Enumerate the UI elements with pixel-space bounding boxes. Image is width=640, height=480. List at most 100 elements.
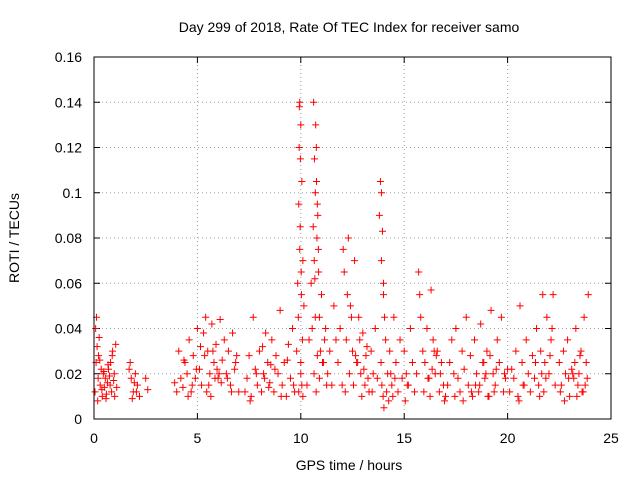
data-point [557, 381, 565, 389]
data-point [408, 358, 416, 366]
data-point [493, 336, 501, 344]
data-point [253, 381, 261, 389]
data-point [336, 325, 344, 332]
data-point [575, 370, 583, 378]
data-point [290, 381, 298, 389]
data-point [491, 381, 499, 389]
data-point [222, 370, 230, 378]
data-point [522, 336, 530, 344]
data-point [267, 361, 275, 369]
data-point [456, 388, 464, 396]
data-point [261, 374, 269, 382]
data-point [446, 358, 454, 366]
data-point [392, 358, 400, 366]
data-point [108, 388, 116, 396]
data-point [317, 291, 325, 299]
data-point [310, 370, 318, 378]
data-point [492, 365, 500, 373]
data-point [442, 392, 450, 400]
data-point [577, 347, 585, 355]
data-point [383, 388, 391, 396]
data-point [360, 365, 368, 373]
data-point [419, 347, 427, 355]
data-point [560, 397, 568, 405]
data-point [102, 395, 110, 403]
data-point [108, 352, 116, 360]
data-point [206, 370, 214, 378]
data-point [184, 392, 192, 400]
data-point [311, 275, 319, 283]
data-point [376, 177, 384, 185]
data-point [368, 388, 376, 396]
data-point [540, 388, 548, 396]
data-point [226, 381, 234, 389]
data-point [128, 395, 136, 403]
data-point [127, 374, 135, 382]
x-tick-labels: 0 5 10 15 20 25 [90, 430, 619, 446]
data-point [319, 358, 327, 366]
data-point [310, 155, 318, 163]
data-point [316, 347, 324, 355]
data-point [296, 223, 304, 231]
data-point [295, 144, 303, 151]
data-point [233, 352, 241, 360]
data-point [313, 352, 321, 360]
data-point [110, 370, 118, 378]
data-point [343, 291, 351, 299]
data-point [452, 325, 460, 332]
data-point [490, 388, 498, 396]
y-tick-label: 0.08 [55, 230, 82, 246]
data-point [247, 392, 255, 400]
data-point [96, 381, 104, 389]
data-point [266, 379, 274, 387]
data-point [258, 388, 266, 396]
data-point [545, 370, 553, 378]
data-point [420, 388, 428, 396]
data-point [303, 381, 311, 389]
data-point [358, 392, 366, 400]
data-point [297, 291, 305, 299]
data-point [583, 374, 591, 382]
data-point [321, 336, 329, 344]
data-point [500, 370, 508, 378]
data-point [361, 381, 369, 389]
data-point [294, 313, 302, 321]
data-point [350, 381, 358, 389]
data-point [305, 336, 313, 344]
data-point [423, 325, 431, 332]
data-point [369, 370, 377, 378]
data-point [381, 313, 389, 321]
data-point [210, 358, 218, 366]
data-point [330, 302, 338, 310]
data-point [203, 388, 211, 396]
data-point [548, 325, 556, 332]
data-point [197, 343, 205, 351]
y-tick-label: 0.16 [55, 49, 82, 65]
data-point [437, 358, 445, 366]
data-point [352, 352, 360, 360]
data-point [278, 381, 286, 389]
data-point [387, 370, 395, 378]
data-point [468, 392, 476, 400]
data-point [312, 388, 320, 396]
data-point [416, 291, 424, 299]
data-point [510, 374, 518, 382]
data-point [441, 397, 449, 405]
data-point [346, 302, 354, 310]
data-point [572, 325, 580, 332]
data-series-roti [91, 98, 592, 412]
data-point [332, 336, 340, 344]
data-point [497, 313, 505, 321]
y-tick-label: 0.02 [55, 366, 82, 382]
data-point [201, 352, 209, 360]
data-point [110, 377, 118, 385]
data-point [471, 336, 479, 344]
data-point [94, 397, 102, 405]
data-point [125, 365, 133, 373]
data-point [283, 356, 291, 364]
data-point [297, 370, 305, 378]
y-tick-label: 0 [74, 411, 82, 427]
y-tick-label: 0.1 [63, 185, 83, 201]
data-point [528, 352, 536, 360]
data-point [400, 347, 408, 355]
